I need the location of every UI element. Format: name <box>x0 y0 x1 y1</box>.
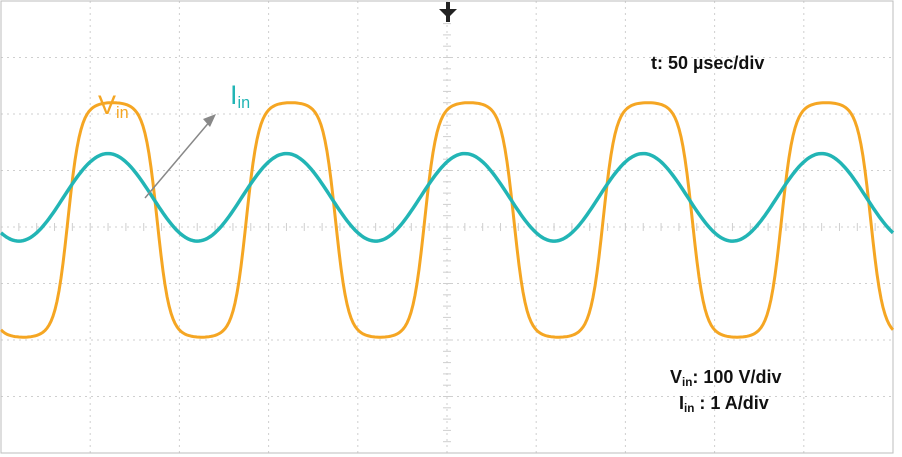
vin-scale-label: Vin: 100 V/div <box>670 367 782 389</box>
series-line-vin <box>0 101 895 339</box>
iin-scale-label: Iin : 1 A/div <box>679 393 769 415</box>
legend-iin: Iin <box>230 80 251 113</box>
trigger-marker <box>439 2 457 22</box>
legend-vin: Vin <box>98 90 129 123</box>
timebase-label: t: 50 µsec/div <box>651 53 765 73</box>
annotation-arrow <box>144 114 216 199</box>
